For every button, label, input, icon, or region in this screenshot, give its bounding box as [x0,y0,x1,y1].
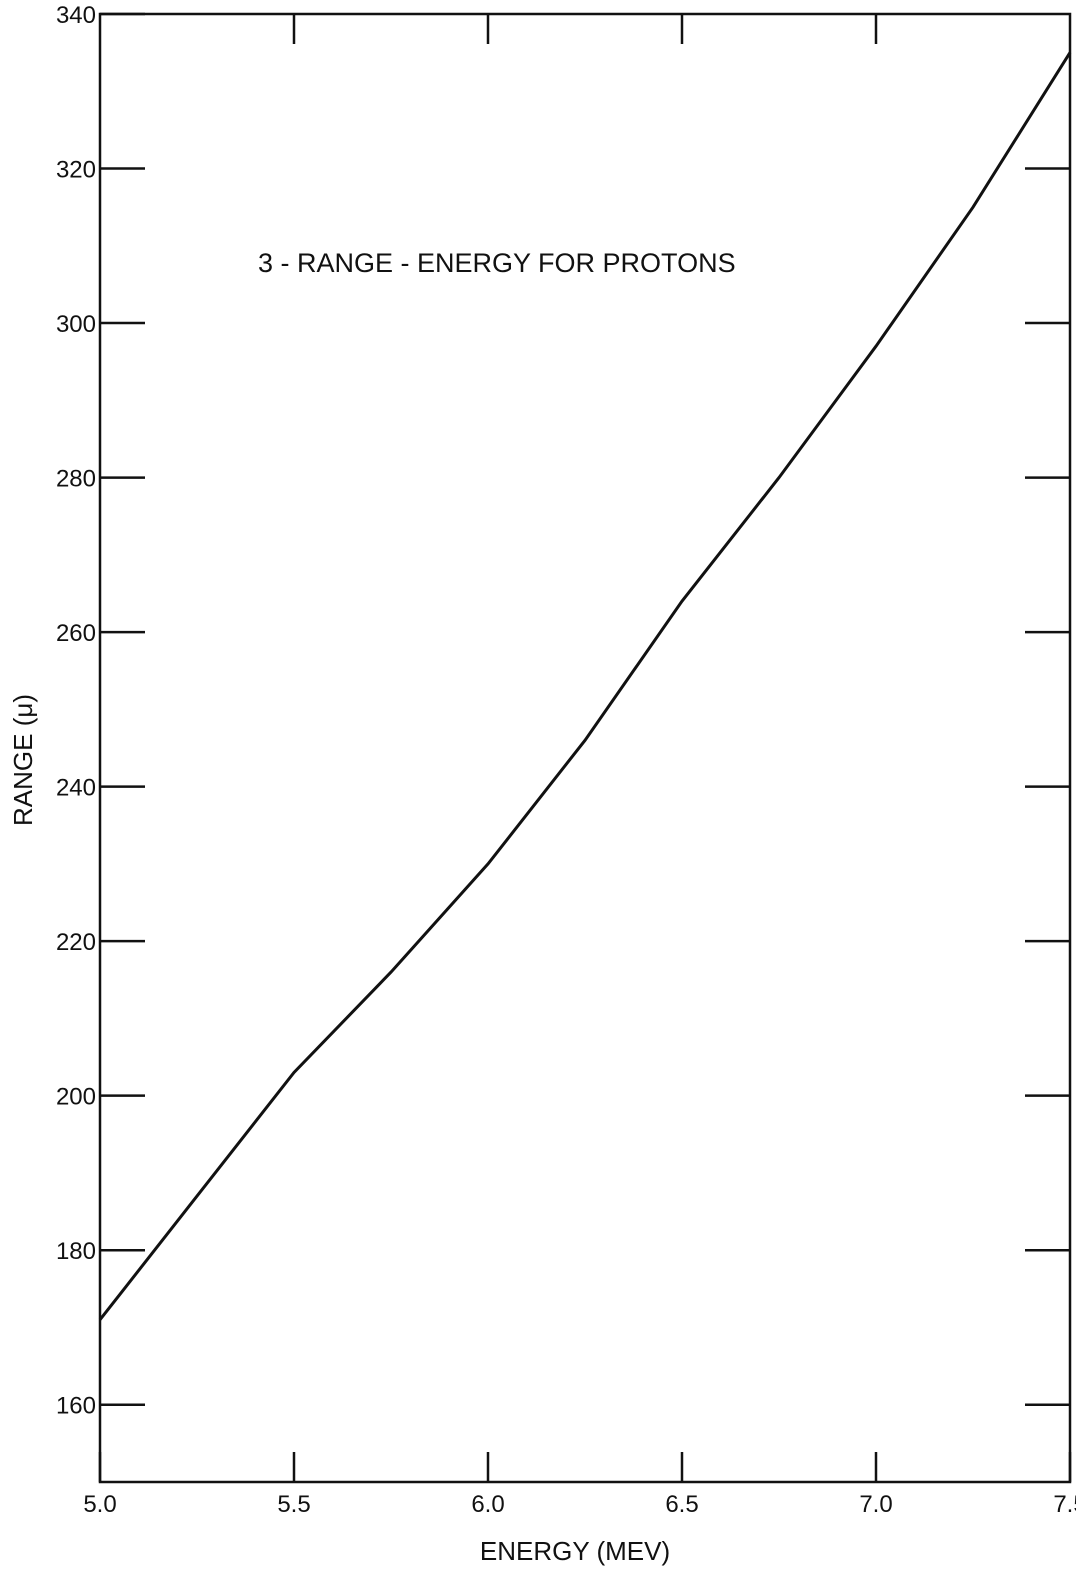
y-tick-label: 300 [56,311,96,338]
x-tick-label: 7.0 [859,1491,892,1518]
x-tick-label: 6.5 [665,1491,698,1518]
y-tick-label: 340 [56,2,96,29]
y-axis-label: RANGE (μ) [8,694,38,826]
y-tick-label: 320 [56,157,96,184]
x-axis-label: ENERGY (MEV) [480,1536,670,1566]
y-tick-label: 260 [56,620,96,647]
y-tick-label: 240 [56,775,96,802]
y-tick-label: 220 [56,929,96,956]
x-tick-label: 5.5 [277,1491,310,1518]
x-tick-label: 5.0 [83,1491,116,1518]
y-tick-label: 200 [56,1084,96,1111]
range-energy-curve [98,51,1072,1321]
y-tick-label: 180 [56,1238,96,1265]
chart-title: 3 - RANGE - ENERGY FOR PROTONS [258,248,736,278]
y-tick-label: 160 [56,1393,96,1420]
x-tick-label: 7.5 [1053,1491,1076,1518]
x-tick-label: 6.0 [471,1491,504,1518]
y-tick-label: 280 [56,466,96,493]
plot-frame [98,12,1072,1484]
